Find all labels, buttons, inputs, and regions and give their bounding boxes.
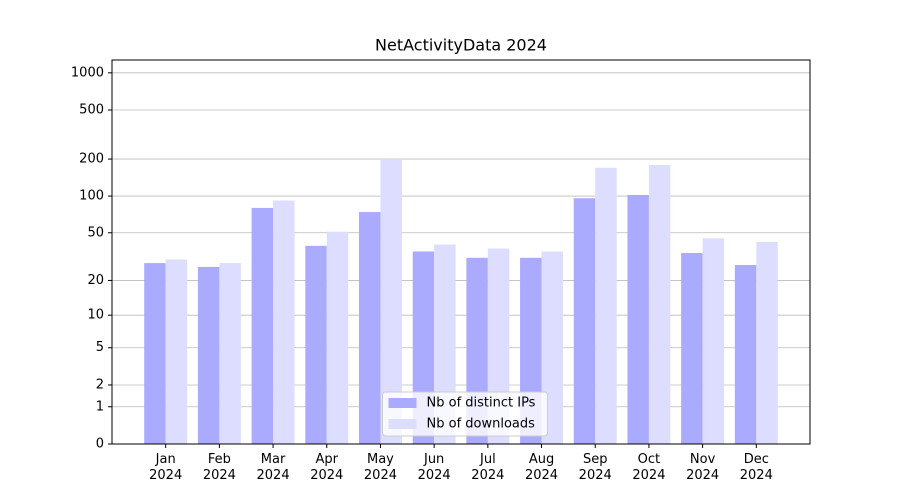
bar <box>756 241 778 444</box>
y-tick-label: 50 <box>87 225 104 240</box>
bar <box>273 200 295 444</box>
x-tick-label: Jun 2024 <box>417 452 451 483</box>
chart-title: NetActivityData 2024 <box>375 36 547 55</box>
x-tick-label: Nov 2024 <box>686 452 720 483</box>
y-tick-label: 5 <box>96 340 104 355</box>
bar <box>165 259 188 444</box>
x-tick-label: Mar 2024 <box>256 452 290 483</box>
bar <box>734 264 757 444</box>
x-tick-label: Apr 2024 <box>310 452 344 483</box>
legend-box <box>382 391 548 437</box>
y-tick-label: 1000 <box>71 65 104 80</box>
legend-label: Nb of downloads <box>427 417 536 432</box>
bar <box>380 159 402 444</box>
x-tick-label: Feb 2024 <box>202 452 236 483</box>
legend-label: Nb of distinct IPs <box>427 396 536 411</box>
legend-swatch <box>388 398 417 408</box>
x-tick-label: Aug 2024 <box>524 452 559 483</box>
x-tick-label: Dec 2024 <box>739 452 773 483</box>
bar <box>358 212 381 444</box>
x-tick-label: Sep 2024 <box>578 452 612 483</box>
x-tick-label: Jan 2024 <box>149 452 183 483</box>
y-tick-label: 0 <box>96 437 104 452</box>
y-tick-label: 100 <box>79 189 104 204</box>
bar <box>251 207 274 444</box>
y-tick-label: 1 <box>96 399 104 414</box>
bar <box>326 231 349 444</box>
x-tick-label: Oct 2024 <box>632 452 666 483</box>
bar <box>573 198 596 444</box>
y-tick-label: 200 <box>79 152 104 167</box>
y-tick-label: 500 <box>79 103 104 118</box>
x-tick-label: May 2024 <box>363 452 397 483</box>
legend: Nb of distinct IPs Nb of downloads <box>382 391 548 437</box>
plot-frame <box>111 59 811 445</box>
y-tick-label: 10 <box>87 308 104 323</box>
bar <box>219 263 241 444</box>
bar <box>197 266 220 444</box>
bar <box>648 165 671 444</box>
x-tick-label: Jul 2024 <box>471 452 505 483</box>
bar <box>681 252 703 444</box>
bar <box>702 238 725 444</box>
bar <box>595 167 617 445</box>
bar <box>627 195 649 444</box>
y-tick-label: 2 <box>96 377 104 392</box>
y-tick-label: 20 <box>87 273 104 288</box>
bar <box>144 263 166 444</box>
bar <box>305 245 327 444</box>
legend-swatch <box>388 419 417 429</box>
